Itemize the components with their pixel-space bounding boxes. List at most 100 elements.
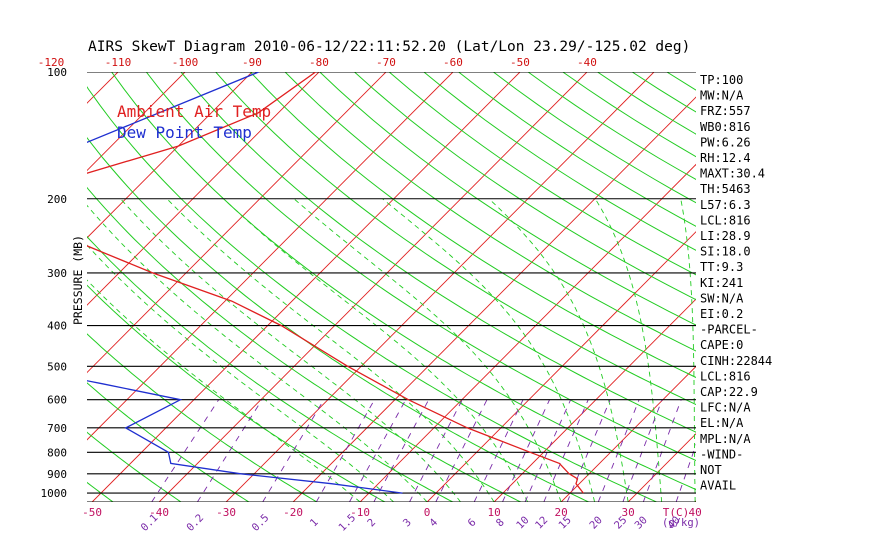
stat-line: L57:6.3 [700,198,751,212]
isotherm-line [91,72,521,502]
mixing-ratio-line [409,399,463,502]
isotherm-line [87,72,454,441]
chart-title: AIRS SkewT Diagram 2010-06-12/22:11:52.2… [88,39,690,55]
dry-adiabat-line [87,431,182,502]
stat-line: FRZ:557 [700,104,751,118]
dry-adiabat-line [631,72,696,113]
dry-adiabat-line [87,481,114,502]
top-temp-tick-label: -60 [443,56,463,69]
stat-line: SW:N/A [700,291,744,305]
mixing-ratio-unit-label: (g/kg) [662,517,700,529]
stat-line: CINH:22844 [700,354,772,368]
pressure-tick-label: 500 [47,360,67,373]
top-temp-tick-label: -80 [309,56,329,69]
mixing-ratio-line [622,399,663,502]
stat-line: LCL:816 [700,369,751,383]
dry-adiabat-line [180,72,696,433]
mixing-ratio-line [315,399,375,502]
pressure-tick-label: 200 [47,193,67,206]
legend-ambient-air-temp: Ambient Air Temp [117,102,271,121]
mixing-ratio-tick-label: 3 [401,516,414,529]
isotherm-line [493,298,696,502]
dry-adiabat-line [250,72,696,379]
y-axis-label: PRESSURE (MB) [71,235,85,325]
top-temp-tick-label: -100 [172,56,199,69]
dry-adiabat-line [87,333,318,502]
isotherm-line [87,72,387,374]
moist-adiabat-line [87,279,361,502]
dry-adiabat-line [87,284,386,502]
isotherm-line [87,72,253,239]
moist-adiabat-line [87,204,428,502]
bottom-temp-tick-label: 10 [487,506,500,519]
dry-adiabat-line [423,72,696,251]
mixing-ratio-tick-label: 6 [466,516,479,529]
dry-adiabat-line [736,72,870,502]
dry-adiabat-line [666,72,696,91]
pressure-tick-label: 1000 [41,487,68,500]
moist-adiabat-line [223,198,529,502]
isotherm-line [87,72,186,172]
stat-line: TT:9.3 [700,260,743,274]
moist-adiabat-line [166,198,495,502]
moist-adiabat-line [488,198,629,502]
legend-dew-point-temp: Dew Point Temp [117,123,252,142]
bottom-temp-tick-label: 40 [688,506,701,519]
top-temp-tick-label: -40 [577,56,597,69]
mixing-ratio-tick-label: 1 [308,516,321,529]
mixing-ratio-line [566,399,611,502]
moist-adiabat-line [120,198,461,502]
stat-line: TP:100 [700,73,743,87]
mixing-ratio-line [262,399,325,502]
stat-line: CAPE:0 [700,338,743,352]
pressure-tick-label: 600 [47,394,67,407]
mixing-ratio-tick-label: 12 [533,514,550,531]
dry-adiabat-line [87,137,589,502]
mixing-ratio-tick-label: 30 [632,514,649,531]
dry-adiabat-line [111,72,696,491]
moist-adiabat-line [594,198,663,502]
mixing-ratio-line [524,399,572,502]
bottom-temp-tick-label: 20 [554,506,567,519]
dry-adiabat-line [319,72,696,326]
stat-line: LFC:N/A [700,401,751,415]
stat-line: EI:0.2 [700,307,743,321]
mixing-ratio-line [597,399,640,502]
isotherm-line [426,231,696,502]
legend: Ambient Air Temp Dew Point Temp [117,102,271,142]
bottom-temp-tick-label: -40 [149,506,169,519]
stat-line: AVAIL [700,479,736,493]
top-temp-tick-label: -50 [510,56,530,69]
stat-line: PW:6.26 [700,135,751,149]
stat-line: WB0:816 [700,120,751,134]
profile-lines [87,72,584,494]
isotherm-line [0,72,51,502]
pressure-tick-label: 900 [47,468,67,481]
top-temp-tick-label: -110 [105,56,132,69]
dry-adiabat-line [87,186,522,502]
bottom-temp-tick-label: -20 [283,506,303,519]
mixing-ratio-tick-label: 10 [514,514,531,531]
isotherm-line [292,96,696,502]
stat-line: -WIND- [700,447,743,461]
dry-adiabat-line [87,86,657,502]
moist-adiabat-line [87,244,394,502]
stat-line: TH:5463 [700,182,751,196]
top-temp-tick-label: -70 [376,56,396,69]
dry-adiabat-line [388,72,696,276]
stat-line: LI:28.9 [700,229,751,243]
moist-adiabat-line [680,198,696,502]
stat-line: SI:18.0 [700,245,751,259]
moist-adiabat-line [293,198,562,502]
series-line-dew-point-temp [87,72,403,494]
bottom-temp-tick-label: 30 [621,506,634,519]
stat-line: MPL:N/A [700,432,751,446]
dry-adiabat-line [493,72,696,204]
stat-line: LCL:816 [700,213,751,227]
pressure-tick-label: 300 [47,267,67,280]
series-line-ambient-air-temp [87,72,584,494]
bottom-temp-tick-label: -30 [216,506,236,519]
mixing-ratio-tick-label: 4 [427,516,440,529]
stat-line: MW:N/A [700,89,744,103]
